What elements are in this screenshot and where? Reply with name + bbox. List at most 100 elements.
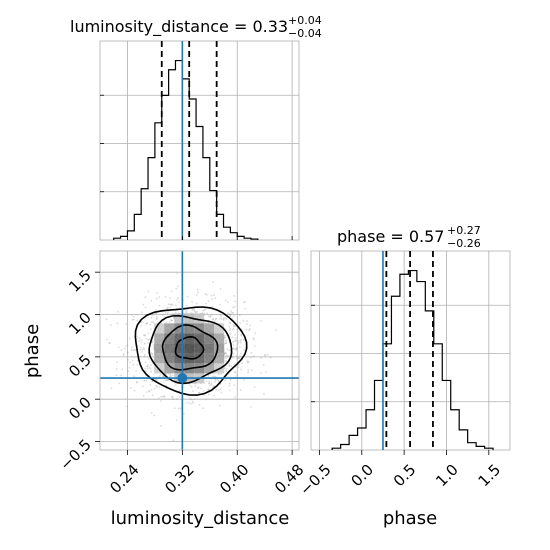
sample-point <box>229 315 232 317</box>
sample-point <box>139 348 142 351</box>
sample-point <box>144 322 147 325</box>
sample-point <box>214 375 217 378</box>
sample-point <box>207 300 210 303</box>
sample-point <box>191 400 194 403</box>
sample-point <box>172 374 174 377</box>
sample-point <box>139 355 141 358</box>
sample-point <box>130 355 133 358</box>
sample-point <box>138 337 141 339</box>
sample-point <box>166 312 169 315</box>
sample-point <box>199 387 202 390</box>
sample-point <box>210 383 213 386</box>
sample-point <box>136 335 139 338</box>
sample-point <box>219 317 221 320</box>
sample-point <box>228 382 231 385</box>
sample-point <box>223 342 226 345</box>
hist-phase <box>331 251 494 450</box>
sample-point <box>222 319 225 321</box>
hist-luminosity-distance <box>113 41 259 240</box>
sample-point <box>236 340 239 342</box>
scatter-samples <box>100 251 299 450</box>
sample-point <box>155 378 157 381</box>
sample-point <box>236 357 238 360</box>
sample-point <box>229 322 232 325</box>
sample-point <box>175 419 178 422</box>
sample-point <box>159 373 162 376</box>
sample-point <box>115 361 118 364</box>
sample-point <box>141 350 144 353</box>
ytick-label-phase: 1.5 <box>65 266 95 296</box>
sample-point <box>229 389 231 392</box>
sample-point <box>156 292 159 295</box>
sample-point <box>127 358 129 361</box>
sample-point <box>163 395 166 398</box>
sample-point <box>106 338 108 341</box>
sample-point <box>166 307 168 310</box>
sample-point <box>147 358 150 360</box>
sample-point <box>243 301 246 303</box>
sample-point <box>191 309 194 312</box>
sample-point <box>176 299 178 301</box>
sample-point <box>146 322 149 325</box>
sample-point <box>232 344 235 346</box>
sample-point <box>167 311 170 313</box>
sample-point <box>184 310 187 313</box>
sample-point <box>151 352 154 355</box>
sample-point <box>122 353 125 355</box>
sample-point <box>161 395 164 398</box>
sample-point <box>223 334 226 337</box>
sample-point <box>122 354 125 357</box>
sample-point <box>147 342 149 344</box>
sample-point <box>167 373 170 375</box>
sample-point <box>224 352 227 355</box>
density-cell <box>194 363 205 374</box>
sample-point <box>171 304 174 306</box>
sample-point <box>170 395 173 398</box>
sample-point <box>239 355 241 357</box>
sample-point <box>142 321 144 324</box>
sample-point <box>250 351 253 354</box>
sample-point <box>234 371 236 374</box>
sample-point <box>225 318 228 321</box>
sample-point <box>129 386 132 389</box>
ytick-label-phase: 0.5 <box>65 351 95 381</box>
sample-point <box>142 334 145 337</box>
sample-point <box>193 398 196 401</box>
sample-point <box>205 294 208 296</box>
sample-point <box>198 392 200 394</box>
sample-point <box>156 378 158 381</box>
sample-point <box>233 384 236 386</box>
sample-point <box>191 300 193 303</box>
density-cell <box>164 323 175 334</box>
contour-level-0 <box>174 335 205 360</box>
sample-point <box>253 338 255 341</box>
sample-point <box>235 348 238 351</box>
sample-point <box>246 361 249 364</box>
sample-point <box>149 328 152 331</box>
sample-point <box>246 360 249 363</box>
sample-point <box>246 322 249 325</box>
sample-point <box>151 353 154 356</box>
sample-point <box>232 347 235 350</box>
sample-point <box>240 334 243 336</box>
sample-point <box>263 354 266 357</box>
sample-point <box>132 315 135 318</box>
sample-point <box>213 375 215 378</box>
sample-point <box>162 313 164 316</box>
sample-point <box>193 309 196 311</box>
sample-point <box>196 291 199 294</box>
sample-point <box>170 319 173 322</box>
sample-point <box>228 365 231 367</box>
sample-point <box>238 314 241 317</box>
sample-point <box>252 355 255 357</box>
sample-point <box>129 361 131 364</box>
sample-point <box>189 397 191 400</box>
sample-point <box>228 363 230 365</box>
sample-point <box>177 285 179 288</box>
sample-point <box>166 306 169 309</box>
sample-point <box>240 338 243 341</box>
sample-point <box>170 290 173 293</box>
sample-point <box>133 375 136 378</box>
sample-point <box>145 365 148 368</box>
